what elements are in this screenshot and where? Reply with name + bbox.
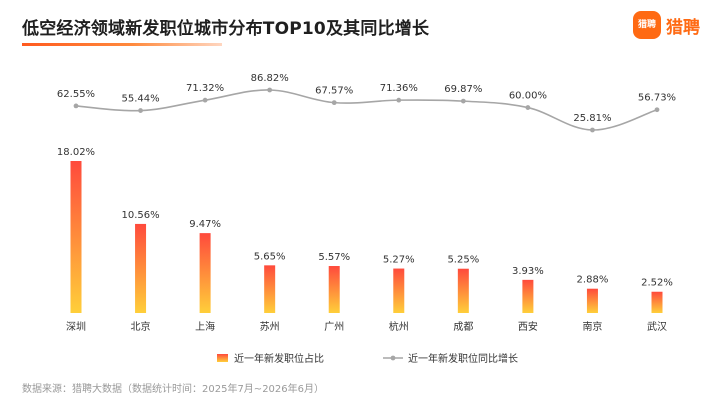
growth-label-1: 62.55% <box>57 89 95 100</box>
growth-label-8: 60.00% <box>509 91 547 102</box>
bar-8 <box>522 279 534 313</box>
bar-label-6: 5.27% <box>383 255 415 266</box>
bar-label-7: 5.25% <box>447 255 479 266</box>
category-label-8: 西安 <box>518 320 538 333</box>
category-axis: 深圳 北京 上海 苏州 广州 杭州 成都 西安 南京 武汉 <box>66 320 667 333</box>
logo-badge-icon: 猎聘 <box>634 12 660 38</box>
growth-point-3 <box>202 97 208 103</box>
growth-point-6 <box>396 97 402 103</box>
page-title: 低空经济领域新发职位城市分布TOP10及其同比增长 <box>22 19 430 39</box>
bar-label-2: 10.56% <box>121 210 159 221</box>
category-label-3: 上海 <box>195 320 215 333</box>
bar-label-8: 3.93% <box>512 266 544 277</box>
category-label-9: 南京 <box>582 320 602 333</box>
category-label-2: 北京 <box>131 320 151 333</box>
bar-9 <box>586 288 598 313</box>
data-source-note: 数据来源：猎聘大数据（数据统计时间：2025年7月~2026年6月） <box>22 384 325 395</box>
category-label-10: 武汉 <box>647 320 667 333</box>
title-underline <box>22 43 222 46</box>
category-label-7: 成都 <box>453 321 473 333</box>
legend-bar-label: 近一年新发职位占比 <box>234 352 324 365</box>
growth-label-4: 86.82% <box>251 73 289 84</box>
growth-line-layer: 62.55% 55.44% 71.32% 86.82% 67.57% 71.36% 69.8… <box>57 73 676 133</box>
bar-label-10: 2.52% <box>641 278 673 289</box>
category-label-4: 苏州 <box>260 320 280 333</box>
legend-bar-swatch <box>217 354 228 362</box>
growth-point-5 <box>331 100 337 106</box>
bar-1 <box>70 161 82 313</box>
growth-line <box>75 89 658 131</box>
bar-label-9: 2.88% <box>577 275 609 286</box>
bar-2 <box>135 223 147 313</box>
bar-4 <box>264 265 276 313</box>
bar-6 <box>393 268 405 313</box>
bar-10 <box>651 291 663 313</box>
share-bar-layer: 18.02% 10.56% 9.47% 5.65% 5.57% 5.27% 5.25% 3.9… <box>57 147 673 313</box>
logo-text: 猎聘 <box>666 17 700 38</box>
growth-label-5: 67.57% <box>315 86 353 97</box>
bar-label-1: 18.02% <box>57 147 95 158</box>
growth-point-9 <box>590 127 595 133</box>
bar-5 <box>328 266 340 313</box>
growth-label-6: 71.36% <box>380 83 418 94</box>
growth-label-9: 25.81% <box>573 113 611 124</box>
category-label-6: 杭州 <box>389 320 409 333</box>
legend-line-label: 近一年新发职位同比增长 <box>408 352 518 365</box>
bar-3 <box>199 233 211 313</box>
growth-label-2: 55.44% <box>121 94 159 105</box>
category-label-1: 深圳 <box>66 321 86 333</box>
category-label-5: 广州 <box>324 321 344 333</box>
bar-7 <box>457 268 469 313</box>
growth-point-2 <box>138 108 143 113</box>
growth-point-4 <box>267 87 273 93</box>
growth-label-3: 71.32% <box>186 83 224 94</box>
bar-label-5: 5.57% <box>318 252 350 263</box>
growth-label-10: 56.73% <box>638 93 676 104</box>
bar-label-3: 9.47% <box>189 219 221 230</box>
growth-point-10 <box>654 107 660 113</box>
growth-point-1 <box>73 103 79 109</box>
legend-line-marker <box>390 355 396 361</box>
bar-label-4: 5.65% <box>254 251 286 262</box>
growth-label-7: 69.87% <box>444 84 482 95</box>
legend: 近一年新发职位占比 近一年新发职位同比增长 <box>217 352 518 365</box>
growth-point-7 <box>460 98 466 104</box>
brand-logo: 猎聘 猎聘 <box>634 12 700 38</box>
growth-point-8 <box>525 105 531 110</box>
